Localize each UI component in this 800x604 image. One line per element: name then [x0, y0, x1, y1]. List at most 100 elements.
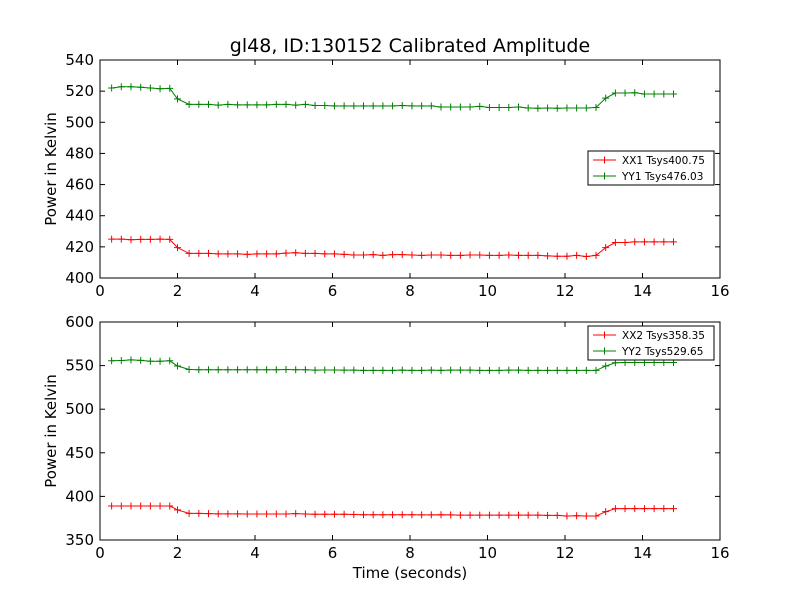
data-point — [505, 511, 513, 519]
data-point — [117, 83, 125, 91]
data-point — [224, 100, 232, 108]
data-point — [485, 251, 493, 259]
data-point — [340, 250, 348, 258]
data-point — [515, 511, 522, 519]
x-tick-label: 14 — [633, 282, 652, 300]
x-tick-label: 4 — [250, 544, 260, 562]
data-point — [485, 103, 493, 111]
y-tick-label: 460 — [65, 176, 94, 194]
data-point — [253, 101, 261, 109]
data-point — [582, 253, 590, 261]
data-point — [156, 85, 164, 93]
data-point — [524, 366, 532, 374]
data-point — [670, 238, 677, 246]
y-tick-label: 350 — [65, 531, 94, 549]
data-point — [360, 251, 367, 259]
y-tick-label: 440 — [65, 207, 94, 225]
data-point — [495, 511, 503, 519]
data-point — [253, 510, 261, 518]
data-point — [369, 251, 377, 259]
data-point — [369, 102, 377, 110]
data-point — [166, 357, 174, 365]
x-tick-label: 4 — [250, 282, 260, 300]
data-point — [224, 366, 232, 374]
data-point — [418, 511, 426, 519]
data-point — [311, 510, 319, 518]
x-tick-label: 16 — [710, 544, 729, 562]
data-point — [621, 238, 629, 246]
data-point — [582, 104, 590, 112]
data-point — [573, 251, 581, 259]
data-point — [117, 502, 125, 510]
data-point — [263, 366, 271, 374]
data-point — [611, 238, 619, 246]
data-point — [553, 104, 561, 112]
bottom-panel: 0 2 4 6 8 10 12 14 16 350 400 450 500 550 600 Power in … — [42, 313, 730, 562]
x-axis-label: Time (seconds) — [352, 564, 468, 582]
data-point — [660, 90, 668, 98]
x-tick-label: 0 — [95, 282, 105, 300]
data-point — [611, 505, 619, 513]
data-point — [447, 251, 455, 259]
data-point — [456, 366, 464, 374]
data-point — [592, 512, 600, 520]
data-point — [369, 511, 377, 519]
data-point — [301, 249, 309, 257]
data-point — [427, 366, 435, 374]
data-point — [495, 103, 503, 111]
data-point — [476, 102, 484, 110]
data-point — [282, 510, 290, 518]
data-point — [408, 102, 416, 110]
data-point — [282, 249, 290, 257]
data-point — [253, 366, 261, 374]
y-tick-label: 550 — [65, 357, 94, 375]
data-point — [553, 511, 561, 519]
data-point — [292, 366, 300, 374]
data-point — [292, 510, 300, 518]
data-point — [485, 366, 493, 374]
data-point — [108, 84, 116, 92]
data-point — [582, 366, 590, 374]
legend-box — [587, 150, 715, 186]
data-point — [456, 511, 464, 519]
data-point — [602, 244, 610, 252]
x-tick-label: 2 — [173, 282, 183, 300]
data-point — [243, 101, 251, 109]
data-point — [408, 511, 416, 519]
data-point — [350, 511, 358, 519]
data-point — [185, 509, 193, 517]
legend-marker — [601, 331, 608, 339]
data-point — [243, 510, 251, 518]
data-point — [640, 505, 648, 513]
data-point — [330, 366, 338, 374]
data-point — [321, 250, 329, 258]
data-point — [330, 102, 338, 110]
data-point — [466, 511, 474, 519]
data-point — [137, 356, 145, 364]
data-point — [418, 251, 426, 259]
data-point — [398, 101, 406, 109]
data-point — [534, 366, 542, 374]
data-point — [195, 249, 203, 257]
data-point — [253, 250, 261, 258]
data-point — [137, 83, 145, 91]
data-point — [495, 366, 503, 374]
data-point — [524, 251, 532, 259]
data-point — [398, 366, 406, 374]
data-point — [437, 511, 445, 519]
legend-marker — [601, 347, 608, 355]
series-yy2 — [108, 356, 677, 374]
legend-box — [587, 325, 715, 361]
data-point — [408, 251, 416, 259]
data-point — [311, 249, 319, 257]
data-point — [398, 511, 406, 519]
data-point — [534, 251, 542, 259]
series-xx1 — [108, 235, 677, 261]
y-axis-label: Power in Kelvin — [42, 112, 60, 226]
data-point — [418, 366, 426, 374]
data-point — [563, 366, 571, 374]
data-point — [437, 251, 445, 259]
data-point — [108, 502, 116, 510]
data-point — [476, 251, 484, 259]
